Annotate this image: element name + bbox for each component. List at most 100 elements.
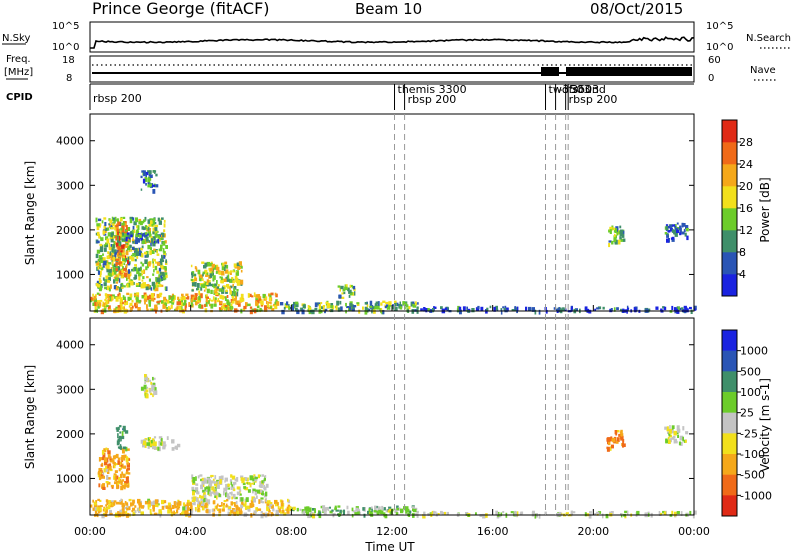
data-cell-velocity: [147, 444, 150, 449]
data-cell-power: [134, 264, 137, 267]
data-cell-velocity: [147, 506, 150, 510]
data-cell-power: [684, 307, 688, 313]
data-cell-power: [158, 280, 161, 285]
data-cell-power: [96, 231, 100, 236]
data-cell-velocity: [433, 510, 435, 516]
data-cell-power: [198, 295, 201, 301]
data-cell-velocity: [122, 448, 125, 454]
data-cell-power: [123, 263, 126, 266]
data-cell-power: [200, 286, 203, 291]
data-cell-power: [620, 238, 624, 242]
data-cell-velocity: [226, 503, 228, 507]
data-cell-power: [119, 262, 122, 267]
data-cell-velocity: [144, 374, 147, 378]
data-cell-power: [102, 308, 105, 312]
data-cell-velocity: [192, 482, 196, 485]
data-cell-velocity: [178, 500, 180, 506]
data-cell-power: [126, 227, 131, 231]
freq-tick-top: 18: [62, 55, 75, 66]
data-cell-velocity: [115, 501, 119, 505]
data-cell-power: [97, 270, 100, 275]
data-cell-velocity: [200, 484, 203, 490]
data-cell-velocity: [123, 457, 126, 461]
data-cell-velocity: [357, 511, 360, 515]
data-cell-power: [134, 274, 138, 280]
data-cell-power: [165, 245, 168, 249]
data-cell-velocity: [677, 434, 679, 438]
data-cell-velocity: [116, 480, 119, 485]
data-cell-power: [103, 302, 105, 307]
data-cell-power: [135, 231, 140, 236]
data-cell-velocity: [668, 428, 672, 434]
data-cell-velocity: [236, 477, 239, 482]
data-cell-velocity: [558, 511, 562, 517]
data-cell-power: [136, 229, 139, 233]
data-cell-velocity: [224, 480, 226, 483]
data-cell-velocity: [572, 511, 576, 514]
data-cell-velocity: [115, 427, 118, 430]
data-cell-velocity: [179, 501, 182, 506]
data-cell-power: [110, 225, 113, 229]
data-cell-velocity: [166, 436, 169, 440]
power-data: [90, 170, 697, 315]
data-cell-velocity: [104, 461, 108, 466]
data-cell-power: [136, 225, 138, 229]
data-cell-power: [171, 302, 175, 305]
x-tick-label: 12:00: [376, 525, 408, 538]
data-cell-power: [162, 241, 166, 246]
data-cell-velocity: [217, 481, 220, 484]
data-cell-power: [669, 224, 673, 229]
data-cell-power: [679, 227, 682, 233]
data-cell-velocity: [618, 433, 622, 437]
data-cell-velocity: [279, 506, 283, 509]
data-cell-power: [264, 305, 268, 310]
data-cell-power: [275, 299, 278, 302]
data-cell-power: [159, 278, 162, 282]
data-cell-velocity: [615, 441, 619, 444]
data-cell-power: [206, 272, 209, 276]
data-cell-velocity: [194, 496, 196, 502]
data-cell-velocity: [123, 429, 126, 432]
data-cell-power: [99, 247, 104, 253]
data-cell-power: [613, 227, 615, 231]
freq-tick-bottom: 8: [66, 73, 72, 84]
data-cell-power: [118, 278, 121, 283]
data-cell-power: [679, 232, 682, 236]
data-cell-power: [416, 306, 419, 309]
data-cell-power: [351, 307, 354, 311]
data-cell-velocity: [146, 386, 149, 389]
data-cell-power: [253, 292, 256, 298]
nave-block-b: [566, 67, 692, 76]
data-cell-power: [113, 221, 116, 224]
data-cell-velocity: [174, 506, 178, 509]
data-cell-velocity: [265, 483, 269, 488]
data-cell-power: [105, 236, 109, 241]
data-cell-power: [106, 285, 110, 291]
data-cell-power: [105, 295, 108, 300]
data-cell-velocity: [100, 473, 104, 479]
data-cell-velocity: [623, 443, 626, 447]
data-cell-power: [152, 218, 156, 222]
data-cell-velocity: [277, 502, 279, 506]
data-cell-power: [121, 269, 125, 273]
data-cell-power: [111, 223, 115, 226]
data-cell-power: [352, 285, 356, 290]
data-cell-velocity: [114, 475, 117, 480]
data-cell-power: [122, 258, 126, 261]
data-cell-power: [134, 247, 138, 253]
data-cell-power: [152, 170, 157, 173]
data-cell-velocity: [204, 479, 208, 484]
data-cell-power: [148, 294, 152, 300]
data-cell-velocity: [146, 442, 150, 446]
data-cell-power: [614, 239, 618, 245]
data-cell-velocity: [355, 507, 359, 512]
data-cell-velocity: [92, 499, 94, 503]
data-cell-power: [93, 295, 96, 300]
data-cell-velocity: [210, 480, 214, 484]
data-cell-power: [123, 301, 127, 306]
data-cell-velocity: [223, 487, 226, 492]
data-cell-velocity: [278, 508, 281, 512]
data-cell-power: [134, 239, 138, 245]
